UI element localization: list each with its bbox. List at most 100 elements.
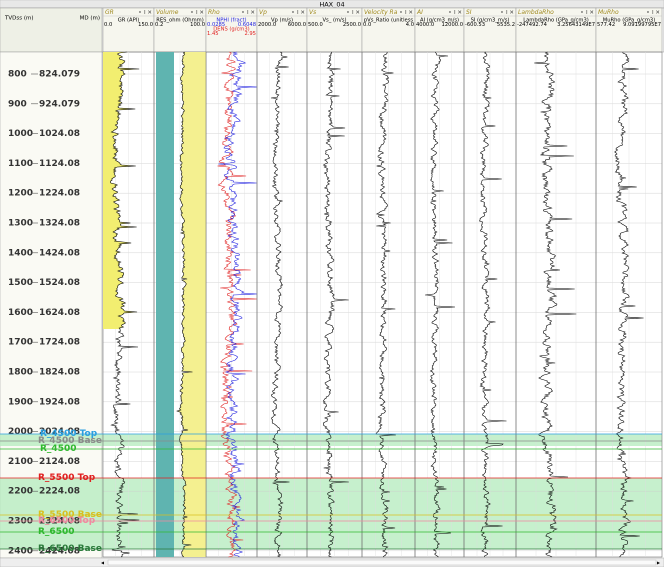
tvdss-header: TVDss (m) xyxy=(4,16,34,22)
md-label: 924.079 xyxy=(39,99,80,109)
md-label: 1524.08 xyxy=(39,278,80,288)
track-title: Volume xyxy=(156,9,179,16)
tvdss-label: 1100 xyxy=(8,159,33,169)
md-label: 2224.08 xyxy=(39,487,80,497)
log-curve xyxy=(110,51,140,558)
tvdss-label: 1800 xyxy=(8,368,33,378)
scroll-thumb[interactable] xyxy=(107,559,657,566)
track-header xyxy=(515,7,597,53)
log-curve xyxy=(375,52,396,558)
tvdss-label: 2100 xyxy=(8,457,33,467)
curve-max: 100.0 xyxy=(190,22,205,28)
log-curve xyxy=(534,51,577,558)
md-label: 1924.08 xyxy=(39,397,80,407)
log-curve xyxy=(217,51,257,558)
md-header: MD (m) xyxy=(80,16,100,22)
tvdss-label: 1900 xyxy=(8,397,33,407)
curve-min: 1.45 xyxy=(207,31,219,37)
curve-min: 0.0 xyxy=(363,22,371,28)
marker-label: R_4500 xyxy=(40,444,76,454)
tvdss-label: 1500 xyxy=(8,278,33,288)
md-label: 1224.08 xyxy=(39,189,80,199)
tvdss-label: 2400 xyxy=(8,546,33,556)
tvdss-label: 1200 xyxy=(8,189,33,199)
curve-min: 500.0 xyxy=(308,22,323,28)
track-header xyxy=(102,7,155,53)
log-curve xyxy=(425,51,456,558)
marker-label: R_6500 Base xyxy=(38,544,102,554)
scroll-left[interactable]: ◂ xyxy=(101,560,104,567)
track-controls: ⚬ I ✕ xyxy=(346,10,360,16)
track-controls: ⚬ I ✕ xyxy=(241,10,255,16)
track-title: Vs xyxy=(309,9,316,16)
tvdss-label: 2200 xyxy=(8,487,33,497)
md-label: 1624.08 xyxy=(39,308,80,318)
curve-max: 4.0 xyxy=(406,22,414,28)
track-title: MuRho xyxy=(598,9,619,16)
md-label: 1324.08 xyxy=(39,219,80,229)
md-label: 824.079 xyxy=(39,70,80,80)
curve-label: Vs_ (m/s) xyxy=(322,18,346,24)
marker-label: R_5500 Top xyxy=(38,473,96,483)
md-label: 2324.08 xyxy=(39,517,80,527)
curve-max: 6000.0 xyxy=(288,22,306,28)
curve-label: DENS (g/cm3) xyxy=(213,27,249,33)
curve-label: NPHI (fract) xyxy=(216,18,246,24)
log-curve xyxy=(478,51,507,558)
tvdss-label: 2300 xyxy=(8,517,33,527)
md-label: 2024.08 xyxy=(39,427,80,437)
curve-label: AI (g/cm3_m/s) xyxy=(420,18,459,24)
track-controls: ⚬ I ✕ xyxy=(646,10,660,16)
track-controls: ⚬ I ✕ xyxy=(399,10,413,16)
track-title: Rho xyxy=(208,9,220,16)
curve-max: 2500.0 xyxy=(343,22,361,28)
marker-label: R_6500 xyxy=(38,527,74,537)
track-title: AI xyxy=(416,9,423,16)
curve-min: -247492.74 xyxy=(517,22,548,28)
curve-min: 0.0 xyxy=(104,22,112,28)
track-title: Vp xyxy=(259,9,267,16)
scroll-right[interactable]: ▸ xyxy=(657,560,660,567)
track-header xyxy=(153,7,207,53)
curve-max: 150.0 xyxy=(138,22,153,28)
curve-label: Vp (m/s) xyxy=(271,18,293,24)
curve-min: 577.42 xyxy=(597,22,615,28)
marker-label: R_4500 Base xyxy=(38,436,102,446)
curve-label: pVs_Ratio (unitless xyxy=(364,18,414,24)
curve-label: SI (g/cm3_m/s) xyxy=(471,18,510,24)
track-controls: ⚬ I ✕ xyxy=(138,10,152,16)
track-title: SI xyxy=(466,9,472,16)
track-title: Velocity Ra xyxy=(364,9,398,16)
md-label: 1424.08 xyxy=(39,248,80,258)
tvdss-label: 1700 xyxy=(8,338,33,348)
tvdss-label: 1300 xyxy=(8,219,33,229)
log-curve xyxy=(270,51,290,558)
curve-max: 12000.0 xyxy=(442,22,463,28)
md-label: 2124.08 xyxy=(39,457,80,467)
gr-fill xyxy=(103,52,140,329)
track-header xyxy=(256,7,308,53)
tvdss-label: 1000 xyxy=(8,129,33,139)
curve-min: 0.2 xyxy=(155,22,163,28)
tvdss-label: 800 xyxy=(8,70,27,80)
marker-label: R_5500 Base xyxy=(38,510,102,520)
track-header xyxy=(306,7,363,53)
md-label: 1824.08 xyxy=(39,368,80,378)
log-curve xyxy=(176,51,193,558)
tvdss-label: 900 xyxy=(8,99,27,109)
marker-label: R_4500 Top xyxy=(40,429,98,439)
curve-min: 4000.0 xyxy=(416,22,434,28)
curve-label: LambdaRho (GPa_g/cm3) xyxy=(523,18,589,24)
log-curve xyxy=(614,51,644,558)
curve-min: -600.53 xyxy=(465,22,485,28)
well-title: HAX_04 xyxy=(319,1,344,9)
log-curve xyxy=(322,51,349,558)
curve-min: 2000.0 xyxy=(258,22,276,28)
curve-max: 5535.2 xyxy=(497,22,515,28)
track-controls: ⚬ I ✕ xyxy=(580,10,594,16)
curve-max: 3.25643149E7 xyxy=(557,22,595,28)
curve-label: RES_ohm (Ohmm) xyxy=(156,18,203,24)
md-label: 1724.08 xyxy=(39,338,80,348)
track-header xyxy=(595,7,663,53)
